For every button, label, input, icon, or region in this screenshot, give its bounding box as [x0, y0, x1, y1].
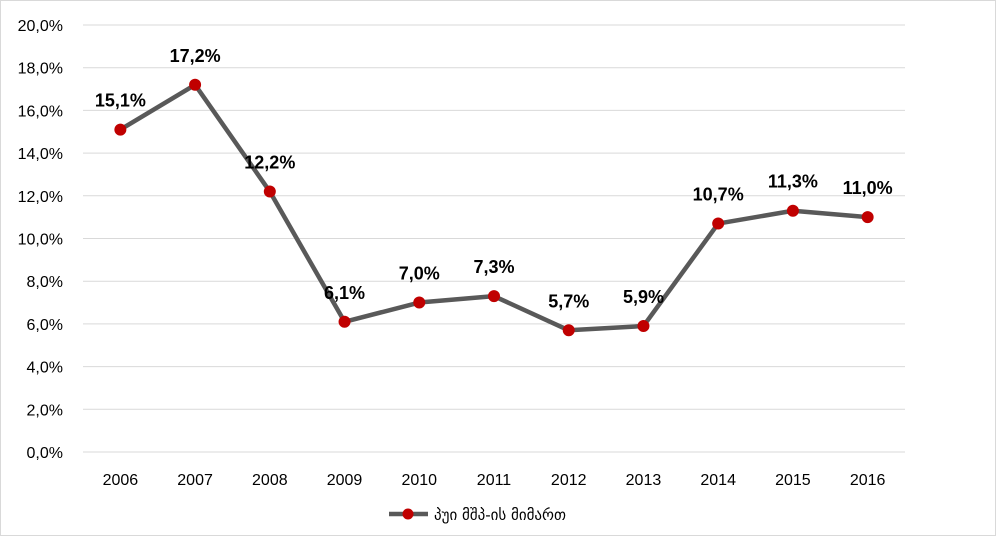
x-tick-label: 2016 — [850, 472, 886, 489]
y-tick-label: 20,0% — [18, 18, 63, 35]
y-tick-label: 12,0% — [18, 189, 63, 206]
data-point — [413, 296, 426, 309]
data-label: 10,7% — [693, 185, 744, 205]
y-tick-label: 4,0% — [27, 360, 63, 377]
data-point — [114, 123, 127, 136]
x-tick-label: 2011 — [477, 472, 512, 489]
y-tick-label: 2,0% — [27, 402, 63, 419]
data-point — [637, 320, 650, 333]
data-point — [263, 185, 276, 198]
x-tick-label: 2013 — [626, 472, 662, 489]
legend-marker-swatch — [402, 508, 414, 520]
data-point — [562, 324, 575, 337]
y-tick-label: 16,0% — [18, 103, 63, 120]
data-label: 5,7% — [548, 291, 589, 311]
data-label: 12,2% — [244, 153, 295, 173]
x-axis: 2006 2007 2008 2009 2010 2011 2012 2013 2014 2015… — [103, 472, 886, 489]
data-label: 5,9% — [623, 287, 664, 307]
data-point — [786, 204, 799, 217]
data-point — [861, 211, 874, 224]
x-tick-label: 2015 — [775, 472, 811, 489]
y-tick-label: 8,0% — [27, 274, 63, 291]
data-label: 11,0% — [843, 178, 893, 198]
x-tick-label: 2007 — [177, 472, 213, 489]
legend: პუი მშპ-ის მიმართ — [389, 506, 566, 524]
x-tick-label: 2008 — [252, 472, 288, 489]
data-label: 17,2% — [170, 46, 221, 66]
gridlines — [83, 24, 905, 453]
data-point — [338, 315, 351, 328]
data-point — [712, 217, 725, 230]
data-point — [488, 290, 500, 303]
data-label: 11,3% — [768, 172, 818, 192]
x-tick-label: 2010 — [401, 472, 437, 489]
y-tick-label: 10,0% — [18, 232, 63, 249]
data-point — [189, 78, 202, 91]
x-tick-label: 2014 — [700, 472, 736, 489]
data-label: 7,0% — [399, 264, 440, 284]
y-tick-label: 6,0% — [27, 317, 63, 334]
data-label: 6,1% — [324, 283, 365, 303]
data-label: 15,1% — [95, 91, 146, 111]
y-axis: 0,0% 2,0% 4,0% 6,0% 8,0% 10,0% 12,0% 14,0% 16,0%… — [18, 18, 63, 462]
legend-entry: პუი მშპ-ის მიმართ — [434, 506, 566, 524]
data-label: 7,3% — [473, 257, 514, 277]
x-tick-label: 2006 — [103, 472, 139, 489]
y-tick-label: 0,0% — [27, 445, 63, 462]
x-tick-label: 2009 — [327, 472, 363, 489]
y-tick-label: 18,0% — [18, 61, 63, 78]
y-tick-label: 14,0% — [18, 146, 63, 163]
series-group — [114, 78, 874, 337]
data-labels: 15,1% 17,2% 12,2% 6,1% 7,0% 7,3% 5,7% 5,9% 10,7%… — [95, 46, 893, 312]
x-tick-label: 2012 — [551, 472, 587, 489]
